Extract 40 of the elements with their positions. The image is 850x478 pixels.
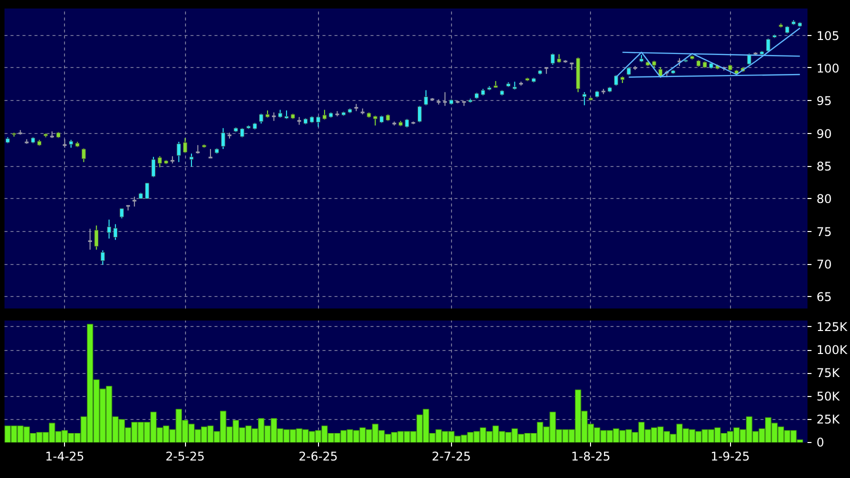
y-tick-label: 95 — [816, 94, 832, 108]
y-tick-label: 0 — [816, 436, 824, 450]
candlestick — [120, 208, 124, 219]
y-tick-label: 85 — [816, 160, 832, 174]
y-tick-label: 125K — [816, 320, 848, 334]
candlestick — [94, 224, 99, 250]
candlestick — [550, 53, 555, 66]
y-tick-label: 100K — [816, 343, 848, 358]
candlestick — [766, 38, 770, 52]
candlestick — [151, 156, 156, 178]
y-tick-label: 100 — [816, 61, 840, 76]
y-tick-label: 75 — [816, 224, 832, 239]
candlestick — [100, 250, 105, 266]
y-tick-label: 105 — [816, 28, 840, 43]
y-tick-label: 65 — [816, 290, 832, 304]
candlestick — [221, 128, 226, 150]
y-tick-label: 70 — [816, 258, 832, 272]
x-tick-label: 2-5-25 — [166, 450, 205, 464]
candlestick — [373, 115, 378, 126]
candlestick — [240, 128, 244, 138]
y-tick-label: 90 — [816, 126, 832, 141]
y-tick-label: 80 — [816, 192, 832, 206]
x-tick-label: 2-6-25 — [298, 450, 338, 464]
y-tick-label: 75K — [816, 366, 841, 380]
candlestick — [144, 182, 150, 200]
candlestick — [158, 156, 162, 168]
line-series — [616, 28, 800, 78]
y-tick-label: 25K — [816, 412, 841, 426]
candlestick — [189, 153, 194, 168]
candlestick — [176, 141, 181, 163]
x-tick-label: 1-4-25 — [45, 450, 84, 464]
candlestick — [424, 90, 428, 106]
x-tick-label: 1-9-25 — [710, 450, 750, 464]
candlestick — [182, 137, 188, 154]
x-tick-label: 2-7-25 — [432, 450, 471, 464]
x-tick-label: 1-8-25 — [571, 450, 610, 464]
y-tick-label: 50K — [816, 389, 841, 404]
candlestick — [259, 113, 264, 124]
candlestick — [582, 92, 587, 106]
candlestick — [82, 148, 86, 163]
